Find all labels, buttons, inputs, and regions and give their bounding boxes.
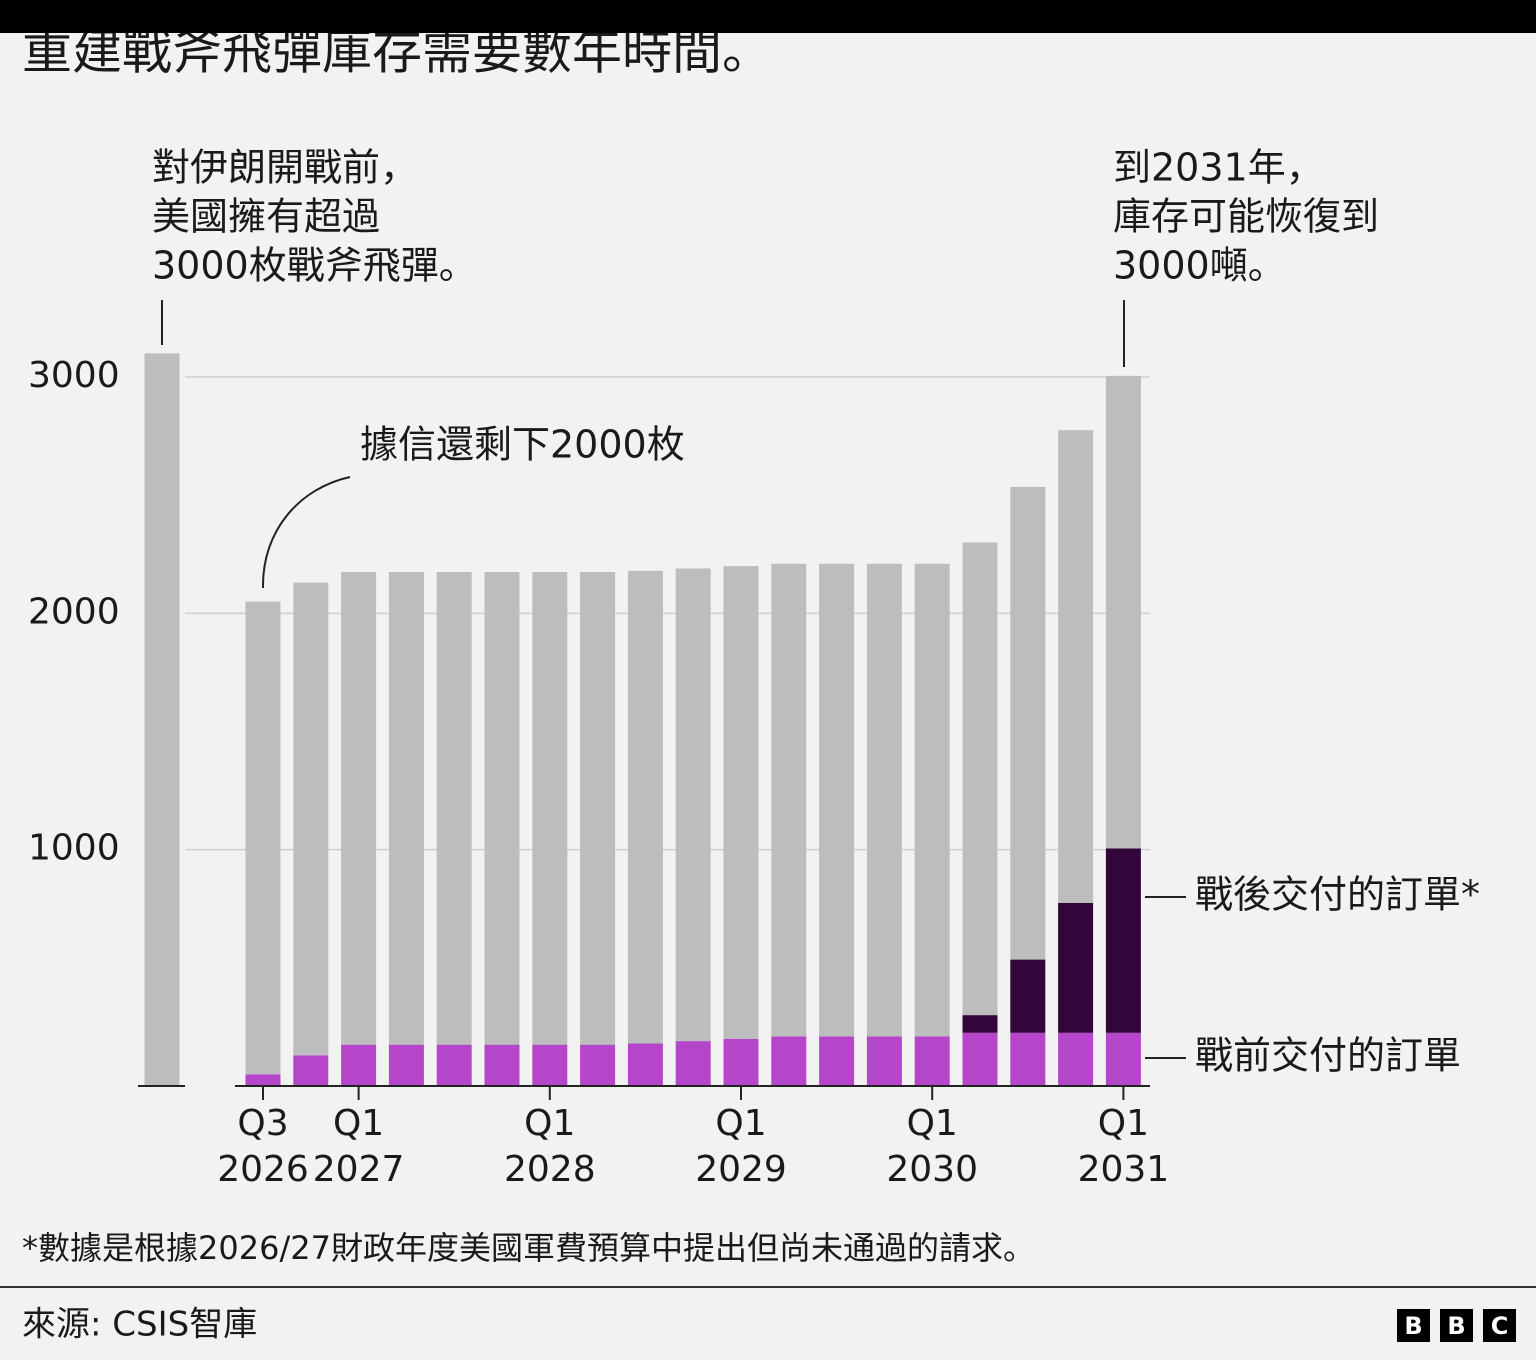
- bar-segment: [1058, 430, 1094, 903]
- x-tick-label: 2027: [313, 1149, 405, 1190]
- x-tick-label: Q1: [333, 1103, 384, 1144]
- bar-segment: [675, 1041, 711, 1086]
- logo-box: [1483, 1309, 1516, 1342]
- bar-segment: [532, 1044, 568, 1086]
- bar-segment: [723, 1038, 759, 1086]
- bar-segment: [866, 563, 902, 1037]
- annotation: 3000噸。: [1113, 244, 1286, 288]
- bar-segment: [771, 1036, 807, 1086]
- y-tick-label: 3000: [28, 355, 120, 396]
- bar-segment: [866, 1036, 902, 1086]
- x-tick-label: 2030: [886, 1149, 978, 1190]
- bar-segment: [962, 542, 998, 1016]
- x-tick-label: Q3: [237, 1103, 288, 1144]
- x-tick-label: 2031: [1078, 1149, 1170, 1190]
- bar-segment: [1105, 1032, 1141, 1086]
- logo-box: [1440, 1309, 1473, 1342]
- bar-segment: [819, 563, 855, 1037]
- bar-segment: [580, 1044, 616, 1086]
- legend-label: 戰後交付的訂單*: [1195, 873, 1480, 917]
- source: 來源: CSIS智庫: [22, 1305, 257, 1345]
- bar-segment: [1105, 848, 1141, 1033]
- logo-box: [1397, 1309, 1430, 1342]
- x-tick-label: 2029: [695, 1149, 787, 1190]
- bar-segment: [388, 571, 424, 1045]
- annotation: 據信還剩下2000枚: [360, 423, 685, 467]
- y-tick-label: 1000: [28, 828, 120, 869]
- x-tick-label: Q1: [1098, 1103, 1149, 1144]
- bar-segment: [819, 1036, 855, 1086]
- logo-letter: B: [1447, 1312, 1465, 1340]
- bar-segment: [1058, 902, 1094, 1033]
- x-tick-label: 2026: [217, 1149, 309, 1190]
- bar-segment: [962, 1032, 998, 1086]
- x-tick-label: Q1: [907, 1103, 958, 1144]
- x-tick-label: Q1: [524, 1103, 575, 1144]
- bar-segment: [1105, 375, 1141, 849]
- bar-segment: [771, 563, 807, 1037]
- bar-segment: [436, 571, 472, 1045]
- annotation-line: [261, 476, 351, 589]
- bar-segment: [723, 566, 759, 1039]
- bar-segment: [484, 1044, 520, 1086]
- bar-segment: [341, 1044, 377, 1086]
- bar-segment: [627, 570, 663, 1044]
- legend-label: 戰前交付的訂單: [1195, 1034, 1461, 1078]
- bar-segment: [245, 601, 281, 1075]
- bar-segment: [388, 1044, 424, 1086]
- bar-segment: [914, 1036, 950, 1086]
- logo-letter: C: [1491, 1312, 1509, 1340]
- bar-segment: [293, 582, 329, 1056]
- annotation: 3000枚戰斧飛彈。: [152, 244, 477, 288]
- annotation: 對伊朗開戰前，: [152, 146, 418, 190]
- bar-segment: [245, 1074, 281, 1086]
- annotation: 到2031年，: [1113, 146, 1324, 190]
- bar-segment: [436, 1044, 472, 1086]
- bar-segment: [914, 563, 950, 1037]
- footnote: *數據是根據2026/27財政年度美國軍費預算中提出但尚未通過的請求。: [22, 1229, 1035, 1267]
- bar-segment: [532, 571, 568, 1045]
- x-tick-label: 2028: [504, 1149, 596, 1190]
- bar-segment: [293, 1055, 329, 1086]
- x-tick-label: Q1: [715, 1103, 766, 1144]
- bar-segment: [1058, 1032, 1094, 1086]
- bar-segment: [484, 571, 520, 1045]
- bar-segment: [580, 571, 616, 1045]
- bar-segment: [1010, 959, 1046, 1033]
- top-bar: [0, 0, 1536, 33]
- bar-segment: [144, 353, 180, 1086]
- bar-segment: [1010, 1032, 1046, 1086]
- annotation: 美國擁有超過: [152, 195, 380, 239]
- bar-segment: [341, 571, 377, 1045]
- y-tick-label: 2000: [28, 591, 120, 632]
- logo-letter: B: [1404, 1312, 1422, 1340]
- annotation: 庫存可能恢復到: [1113, 195, 1379, 239]
- bar-segment: [675, 568, 711, 1042]
- bar-segment: [962, 1015, 998, 1033]
- bar-segment: [627, 1043, 663, 1086]
- bar-segment: [1010, 486, 1046, 960]
